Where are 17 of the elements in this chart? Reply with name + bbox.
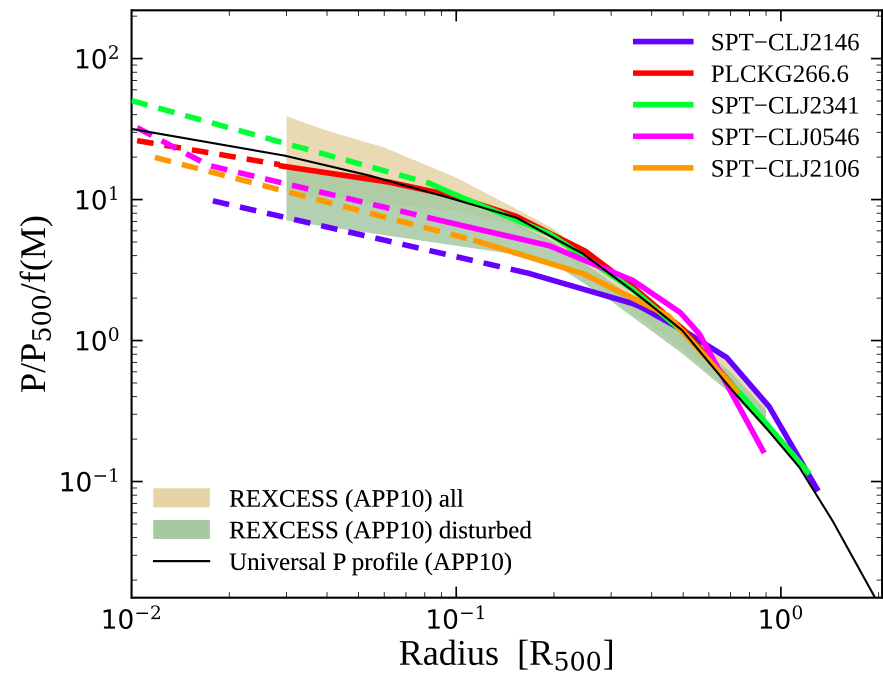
legend-label: SPT−CLJ2146 [712, 34, 859, 51]
x-tick-label: 10$^{0}$ [760, 605, 802, 630]
y-tick-label: 10$^{2}$ [76, 45, 118, 69]
legend-label: Universal P profile (APP10) [230, 552, 512, 576]
y-tick-label: 10$^{−1}$ [62, 468, 118, 492]
legend-label: REXCESS (APP10) all [230, 489, 464, 512]
legend-label: SPT−CLJ0546 [712, 128, 859, 146]
legend-label: SPT−CLJ2106 [712, 160, 859, 177]
x-tick-label: 10$^{−1}$ [428, 605, 484, 630]
legend-label: SPT−CLJ2341 [712, 96, 858, 114]
y-tick-label: 10$^{1}$ [76, 186, 117, 210]
y-tick-label: 10$^{0}$ [76, 327, 118, 351]
x-axis-title: Radius [R$_{500}$] [400, 640, 612, 671]
legend-label: PLCKG266.6 [711, 65, 848, 82]
x-tick-label: 10$^{−2}$ [104, 605, 160, 630]
legend-label: REXCESS (APP10) disturbed [230, 520, 532, 544]
y-axis-title: P/P$_{500}$/f(M) [20, 216, 53, 392]
